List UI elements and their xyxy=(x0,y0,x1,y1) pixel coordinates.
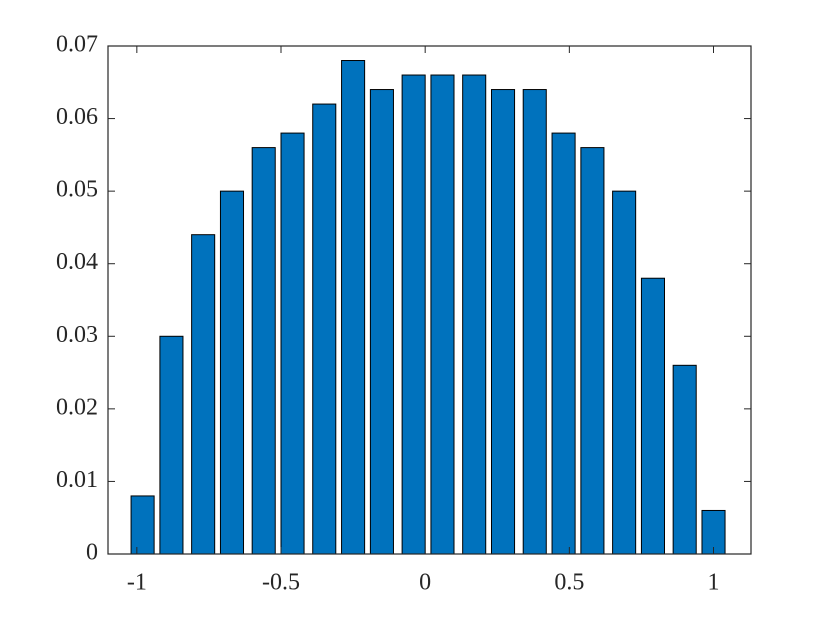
x-tick-label: -1 xyxy=(127,570,147,596)
axes-box xyxy=(107,45,752,555)
x-tick-label: 0 xyxy=(419,570,431,596)
bar xyxy=(490,89,516,555)
bar xyxy=(640,277,665,555)
bar xyxy=(251,147,276,555)
bar xyxy=(280,132,305,555)
x-tick-label: -0.5 xyxy=(262,570,300,596)
y-tick-label: 0.05 xyxy=(56,177,98,203)
bar xyxy=(551,132,576,555)
bar xyxy=(191,234,216,555)
bar xyxy=(312,103,337,555)
bar xyxy=(430,74,455,555)
y-tick-label: 0.01 xyxy=(56,467,98,493)
y-tick-label: 0.06 xyxy=(56,104,98,130)
bar xyxy=(672,364,697,555)
bar xyxy=(369,89,394,555)
bar xyxy=(401,74,426,555)
bar xyxy=(522,89,547,555)
x-tick-label: 1 xyxy=(708,570,720,596)
bar xyxy=(130,495,155,555)
y-tick-label: 0 xyxy=(86,540,98,566)
y-tick-label: 0.04 xyxy=(56,249,98,275)
bar xyxy=(462,74,487,555)
y-tick-label: 0.02 xyxy=(56,394,98,420)
bar xyxy=(341,60,366,555)
bar xyxy=(219,190,245,555)
bar xyxy=(159,335,184,555)
bar xyxy=(612,190,637,555)
bar xyxy=(580,147,605,555)
x-tick-label: 0.5 xyxy=(554,570,584,596)
y-tick-label: 0.07 xyxy=(56,32,98,58)
y-tick-label: 0.03 xyxy=(56,322,98,348)
